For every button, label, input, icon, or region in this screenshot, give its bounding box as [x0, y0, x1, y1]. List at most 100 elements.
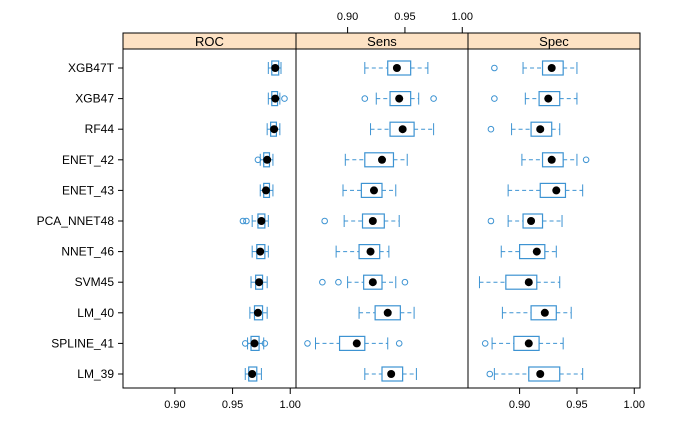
- box: [522, 213, 544, 229]
- outlier-point: [321, 217, 328, 225]
- box: [374, 305, 401, 321]
- median-dot: [392, 64, 401, 72]
- row-label: XGB47: [75, 92, 114, 106]
- x-tick-label: 0.95: [566, 399, 587, 411]
- box: [528, 366, 561, 382]
- outlier-point: [335, 278, 342, 286]
- median-dot: [387, 370, 396, 378]
- panel-title: Spec: [539, 34, 569, 49]
- row-label: RF44: [85, 122, 115, 136]
- outlier-point: [487, 125, 495, 133]
- box: [505, 274, 538, 290]
- outlier-point: [319, 278, 326, 286]
- row-label: NNET_46: [61, 245, 114, 259]
- box: [389, 121, 415, 137]
- median-dot: [250, 339, 259, 348]
- median-dot: [544, 94, 553, 103]
- box: [364, 152, 395, 168]
- panel-frame: [295, 48, 469, 389]
- outlier-point: [361, 95, 369, 102]
- median-dot: [524, 339, 533, 348]
- median-dot: [536, 125, 545, 134]
- median-dot: [383, 308, 392, 317]
- x-tick-label: 0.95: [222, 399, 243, 411]
- median-dot: [547, 155, 556, 164]
- row-label: ENET_43: [62, 183, 114, 197]
- median-dot: [552, 186, 561, 195]
- box: [530, 305, 557, 321]
- median-dot: [248, 370, 257, 378]
- row-label: LM_40: [77, 306, 114, 320]
- x-tick-label: 0.95: [394, 11, 415, 23]
- box: [387, 60, 412, 76]
- outlier-point: [254, 156, 262, 164]
- row-label: XGB47T: [68, 61, 115, 75]
- median-dot: [378, 155, 386, 164]
- box: [541, 152, 564, 168]
- box: [518, 244, 546, 260]
- median-dot: [524, 278, 533, 287]
- x-tick-label: 1.00: [624, 399, 645, 411]
- box: [361, 213, 385, 229]
- median-dot: [536, 370, 545, 378]
- median-dot: [532, 247, 541, 256]
- median-dot: [547, 64, 556, 72]
- outlier-point: [401, 278, 409, 286]
- outlier-point: [582, 156, 590, 164]
- x-tick-label: 0.90: [509, 399, 530, 411]
- row-label: LM_39: [77, 367, 114, 381]
- x-tick-label: 0.90: [164, 399, 185, 411]
- panel-title: ROC: [195, 34, 224, 49]
- box: [513, 335, 540, 351]
- median-dot: [368, 217, 377, 225]
- box: [541, 60, 564, 76]
- outlier-point: [239, 217, 247, 225]
- panel-frame: [467, 48, 641, 389]
- box: [539, 182, 567, 198]
- box: [358, 244, 381, 260]
- x-tick-label: 1.00: [280, 399, 301, 411]
- median-dot: [262, 186, 271, 195]
- median-dot: [368, 278, 377, 287]
- box: [360, 182, 383, 198]
- x-tick-label: 1.00: [452, 11, 473, 23]
- box: [381, 366, 404, 382]
- outlier-point: [261, 340, 269, 347]
- median-dot: [257, 217, 266, 225]
- row-label: SVM45: [75, 275, 115, 289]
- row-label: ENET_42: [62, 153, 114, 167]
- panel-frame: [122, 48, 297, 389]
- median-dot: [540, 308, 549, 317]
- median-dot: [527, 217, 536, 225]
- outlier-point: [481, 340, 489, 347]
- median-dot: [255, 278, 264, 287]
- median-dot: [395, 94, 404, 103]
- median-dot: [271, 94, 280, 103]
- median-dot: [369, 186, 378, 195]
- box: [530, 121, 553, 137]
- box: [389, 90, 412, 107]
- outlier-point: [487, 217, 495, 225]
- median-dot: [256, 247, 265, 256]
- median-dot: [263, 155, 272, 164]
- outlier-point: [395, 340, 403, 347]
- outlier-point: [243, 217, 250, 225]
- median-dot: [270, 125, 279, 134]
- median-dot: [398, 125, 407, 134]
- outlier-point: [491, 95, 498, 102]
- row-label: SPLINE_41: [51, 336, 114, 350]
- box: [338, 335, 366, 351]
- box: [363, 274, 383, 290]
- row-label: PCA_NNET48: [37, 214, 115, 228]
- median-dot: [366, 247, 375, 256]
- median-dot: [352, 339, 361, 348]
- x-tick-label: 0.90: [337, 11, 358, 23]
- median-dot: [253, 308, 262, 317]
- panel-title: Sens: [367, 34, 397, 49]
- outlier-point: [304, 340, 311, 347]
- outlier-point: [281, 95, 288, 102]
- outlier-point: [491, 64, 498, 72]
- box: [538, 90, 561, 107]
